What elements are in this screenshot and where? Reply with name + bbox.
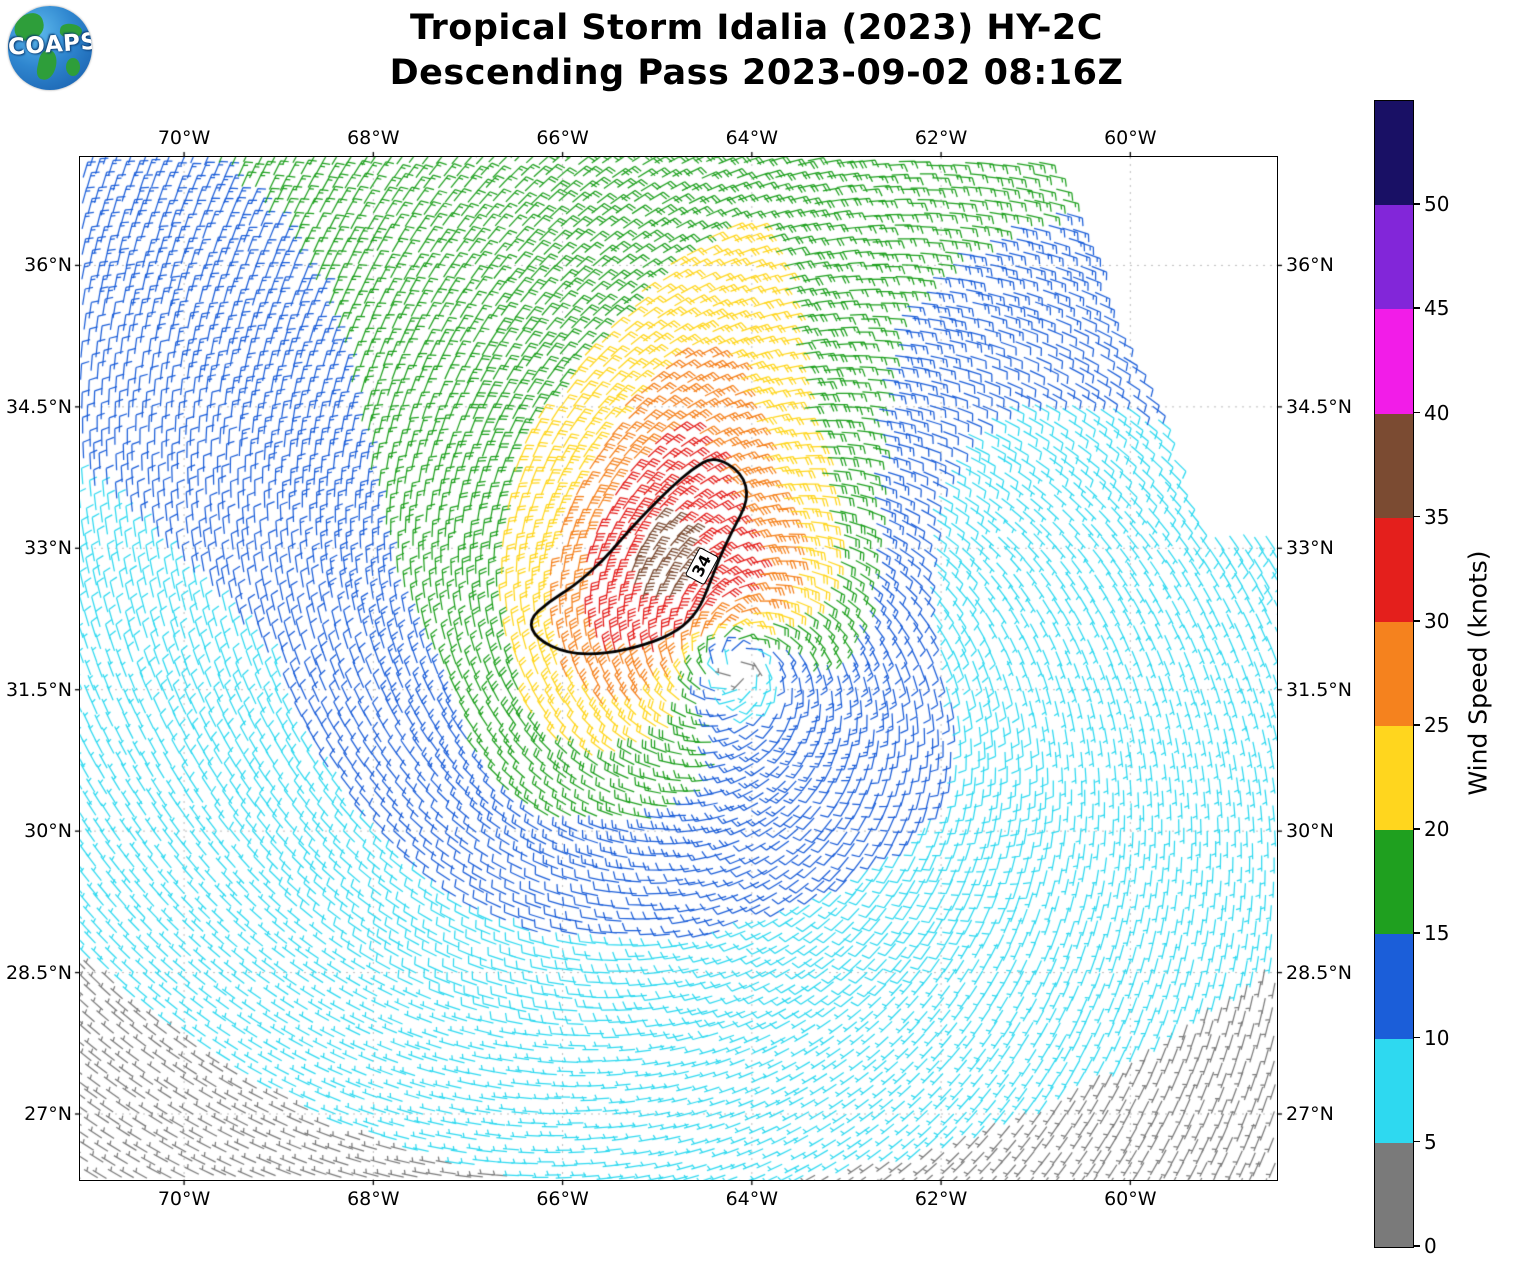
lat-tick-right: 30°N [1286, 820, 1334, 843]
colorbar-tick-30: 30 [1424, 608, 1450, 633]
lon-tick-top: 66°W [536, 127, 589, 149]
lon-tick-top: 68°W [347, 127, 400, 149]
colorbar-bin-50-99kt [1375, 101, 1413, 206]
colorbar-tick-10: 10 [1424, 1025, 1450, 1050]
colorbar-bin-25-30kt [1375, 621, 1413, 727]
colorbar-tickmark [1413, 1036, 1420, 1039]
lat-tick-right: 31.5°N [1286, 678, 1353, 701]
colorbar-bin-5-10kt [1375, 1038, 1413, 1143]
lon-tick-top: 70°W [157, 127, 211, 149]
colorbar [1374, 100, 1414, 1248]
colorbar-tickmark [1413, 619, 1420, 622]
colorbar-tickmark [1413, 1245, 1420, 1247]
colorbar-bin-30-35kt [1375, 517, 1413, 622]
lat-tick-left: 34.5°N [5, 395, 72, 418]
lat-tick-left: 30°N [24, 820, 72, 843]
lat-tick-right: 28.5°N [1286, 961, 1353, 984]
colorbar-bin-40-45kt [1375, 308, 1413, 414]
lon-tick-top: 62°W [914, 127, 968, 149]
colorbar-tickmark [1413, 1140, 1420, 1143]
colorbar-tickmark [1413, 411, 1420, 414]
colorbar-tickmark [1413, 515, 1420, 518]
colorbar-tickmark [1413, 932, 1420, 935]
colorbar-tick-25: 25 [1424, 713, 1450, 738]
colorbar-tick-0: 0 [1424, 1234, 1437, 1258]
colorbar-tickmark [1413, 828, 1420, 830]
colorbar-tickmark [1413, 724, 1420, 726]
lon-tick-bottom: 60°W [1104, 1188, 1157, 1210]
lat-tick-left: 31.5°N [5, 678, 72, 701]
colorbar-tick-40: 40 [1424, 400, 1450, 425]
lat-tick-right: 36°N [1286, 254, 1334, 277]
lat-tick-right: 27°N [1286, 1103, 1334, 1125]
lat-tick-left: 33°N [24, 537, 72, 560]
lon-tick-bottom: 68°W [347, 1188, 400, 1210]
lat-tick-right: 33°N [1286, 537, 1334, 560]
lon-tick-top: 64°W [725, 127, 779, 149]
colorbar-tick-20: 20 [1424, 817, 1450, 842]
lat-tick-right: 34.5°N [1286, 395, 1353, 418]
lat-tick-left: 36°N [24, 254, 72, 277]
colorbar-tick-50: 50 [1424, 192, 1450, 217]
colorbar-tick-45: 45 [1424, 296, 1450, 321]
colorbar-bin-20-25kt [1375, 725, 1413, 831]
lon-tick-top: 60°W [1104, 127, 1157, 149]
lon-tick-bottom: 62°W [914, 1188, 968, 1210]
lat-tick-left: 28.5°N [5, 961, 72, 984]
colorbar-bin-0-5kt [1375, 1142, 1413, 1247]
colorbar-bin-35-40kt [1375, 413, 1413, 518]
colorbar-tick-35: 35 [1424, 504, 1450, 529]
colorbar-tick-15: 15 [1424, 921, 1450, 946]
colorbar-tickmark [1413, 307, 1420, 309]
lon-tick-bottom: 64°W [725, 1188, 779, 1210]
lon-tick-bottom: 66°W [536, 1188, 589, 1210]
colorbar-bin-10-15kt [1375, 933, 1413, 1039]
colorbar-bin-45-50kt [1375, 204, 1413, 310]
colorbar-tickmark [1413, 203, 1420, 205]
lat-tick-left: 27°N [24, 1103, 72, 1125]
lon-tick-bottom: 70°W [157, 1188, 211, 1210]
colorbar-axis-label: Wind Speed (knots) [1463, 550, 1493, 796]
colorbar-bin-15-20kt [1375, 829, 1413, 935]
colorbar-tick-5: 5 [1424, 1129, 1437, 1154]
